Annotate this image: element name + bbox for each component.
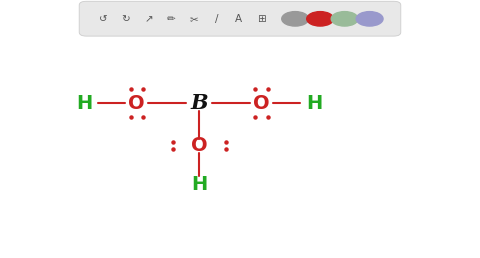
Text: ↺: ↺ [99, 14, 108, 24]
Circle shape [282, 12, 309, 26]
Text: /: / [215, 14, 218, 24]
Text: O: O [129, 94, 145, 113]
Text: O: O [191, 136, 207, 155]
Text: A: A [235, 14, 242, 24]
Text: B: B [191, 93, 208, 113]
Text: ⊞: ⊞ [257, 14, 266, 24]
Circle shape [356, 12, 383, 26]
Text: H: H [306, 94, 323, 113]
Text: ✏: ✏ [167, 14, 176, 24]
Circle shape [331, 12, 358, 26]
Text: ↗: ↗ [144, 14, 153, 24]
Text: ↻: ↻ [121, 14, 130, 24]
Text: H: H [191, 175, 207, 194]
Text: H: H [76, 94, 92, 113]
Circle shape [307, 12, 334, 26]
Text: O: O [253, 94, 270, 113]
Text: ✂: ✂ [189, 14, 198, 24]
FancyBboxPatch shape [79, 1, 401, 36]
